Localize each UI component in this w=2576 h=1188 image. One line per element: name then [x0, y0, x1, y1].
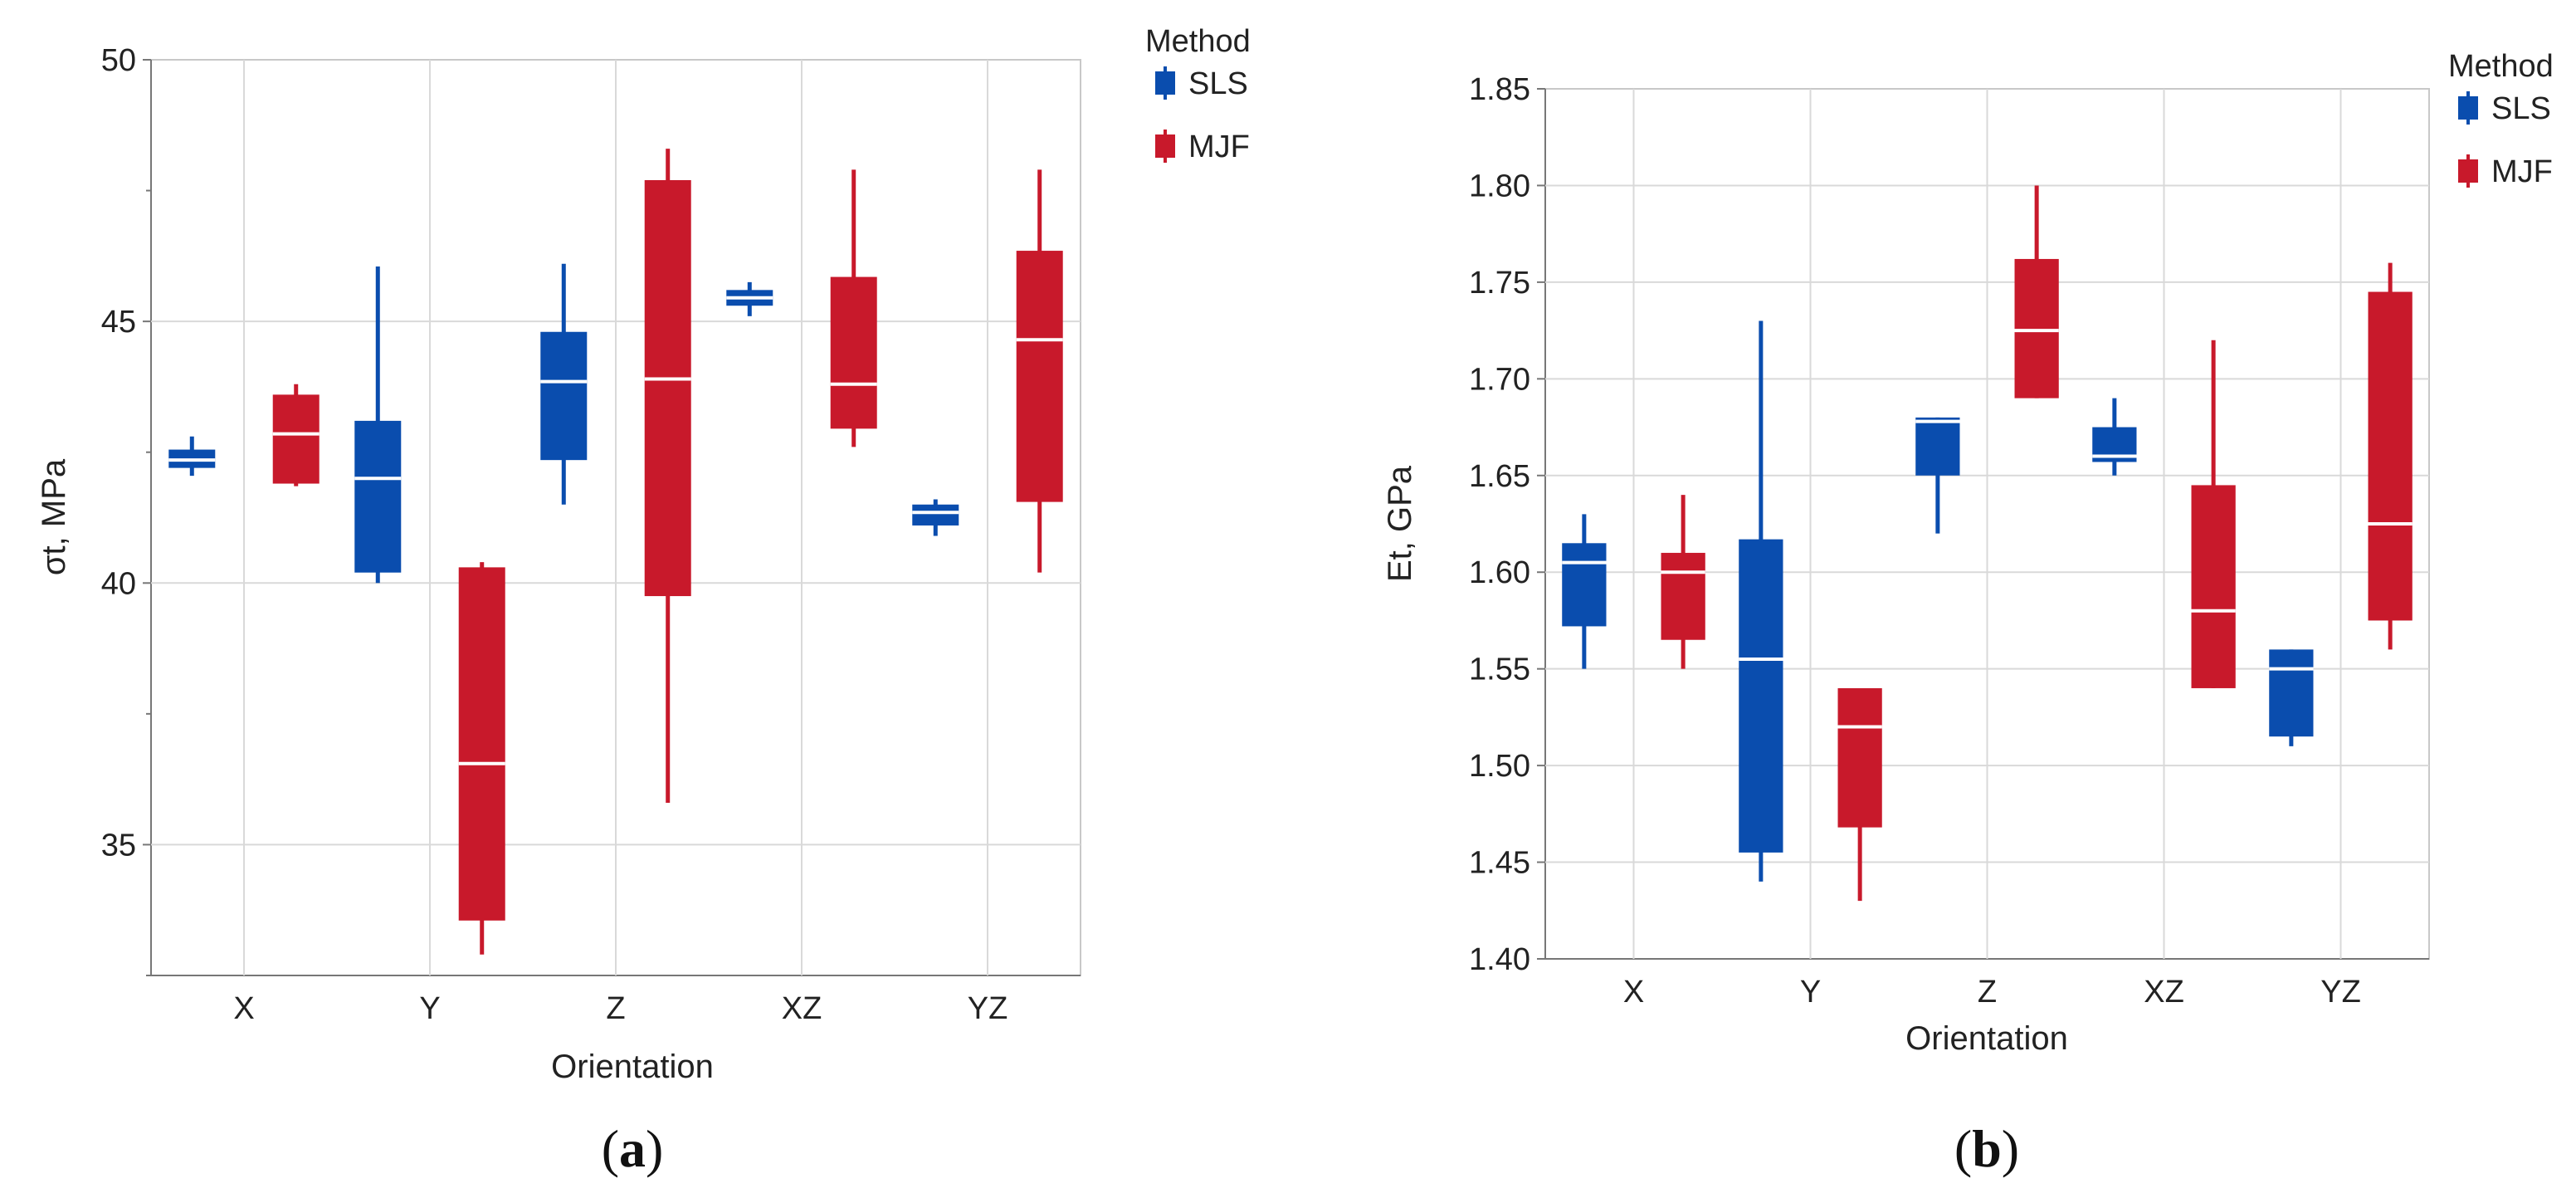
y-tick-label: 1.45: [1469, 846, 1530, 881]
box-iqr: [2014, 258, 2059, 398]
panel-label-a: (a): [602, 1119, 664, 1178]
sls-box-x: [168, 436, 216, 477]
sls-box-y: [1739, 320, 1783, 882]
box-iqr: [354, 420, 402, 573]
y-tick-label: 1.70: [1469, 362, 1530, 397]
legend-b: Method SLS MJF: [2448, 49, 2554, 189]
x-tick-label: Z: [1978, 975, 1997, 1010]
box-iqr: [644, 179, 691, 597]
y-tick-label: 1.85: [1469, 72, 1530, 107]
box-iqr: [1661, 552, 1705, 640]
mjf-box-x: [1661, 495, 1705, 669]
legend-label: SLS: [1188, 66, 1248, 101]
x-axis-title-b: Orientation: [1905, 1020, 2068, 1057]
x-ticks-a: X Y Z XZ YZ: [233, 991, 1007, 1026]
box-iqr: [2368, 291, 2413, 621]
mjf-box-xz: [830, 169, 877, 447]
x-tick-label: Y: [1800, 975, 1821, 1010]
gridlines-b: [1545, 89, 2429, 959]
mjf-box-yz: [2368, 262, 2413, 650]
y-tick-label: 1.40: [1469, 942, 1530, 977]
panel-label-b: (b): [1954, 1119, 2019, 1178]
y-tick-label: 40: [101, 566, 136, 601]
box-iqr: [540, 331, 588, 461]
mjf-box-xz: [2191, 340, 2236, 688]
x-tick-label: Z: [606, 991, 625, 1026]
sls-box-yz: [912, 499, 959, 536]
sls-box-y: [354, 266, 402, 584]
box-iqr: [1739, 539, 1783, 853]
x-ticks-b: X Y Z XZ YZ: [1623, 975, 2361, 1010]
legend-swatch: [2458, 96, 2478, 120]
legend-label: MJF: [2491, 154, 2553, 189]
x-tick-label: XZ: [782, 991, 822, 1026]
y-tick-label: 1.65: [1469, 459, 1530, 494]
y-tick-label: 1.80: [1469, 169, 1530, 203]
mjf-box-z: [644, 149, 691, 804]
box-iqr: [272, 394, 320, 484]
x-tick-label: YZ: [968, 991, 1008, 1026]
y-axis-title-b: Et, GPa: [1382, 465, 1418, 582]
mjf-box-z: [2014, 185, 2059, 398]
boxes-b: [1562, 185, 2413, 902]
sls-box-z: [1915, 417, 1960, 534]
legend-label: SLS: [2491, 91, 2551, 126]
gridlines-a: [151, 60, 1081, 975]
legend-label: MJF: [1188, 130, 1250, 164]
legend-title-a: Method: [1145, 24, 1251, 59]
y-axis-title-a: σt, MPa: [36, 458, 72, 575]
sls-box-xz: [726, 281, 773, 316]
box-iqr: [1915, 417, 1960, 476]
box-iqr: [1562, 543, 1607, 627]
mjf-box-y: [1837, 687, 1882, 902]
legend-entry-sls: SLS: [1155, 66, 1248, 101]
box-iqr: [1016, 251, 1063, 502]
y-tick-label: 1.75: [1469, 266, 1530, 301]
y-tick-label: 45: [101, 305, 136, 340]
mjf-box-x: [272, 384, 320, 486]
sls-box-xz: [2092, 398, 2137, 476]
y-tick-label: 1.55: [1469, 653, 1530, 687]
mjf-box-y: [458, 562, 505, 955]
panel-b: 1.40 1.45 1.50 1.55 1.60 1.65 1.70 1.75 1.80 1.85…: [1382, 49, 2554, 1178]
y-ticks-b: 1.40 1.45 1.50 1.55 1.60 1.65 1.70 1.75 1.80 1.85: [1469, 72, 1545, 977]
x-tick-label: XZ: [2144, 975, 2184, 1010]
box-iqr: [458, 567, 505, 921]
x-axis-title-a: Orientation: [551, 1049, 714, 1085]
legend-a: Method SLS MJF: [1145, 24, 1251, 164]
box-iqr: [2191, 485, 2236, 688]
y-tick-label: 35: [101, 828, 136, 863]
mjf-box-yz: [1016, 169, 1063, 573]
y-tick-label: 1.50: [1469, 749, 1530, 784]
legend-entry-mjf: MJF: [2458, 154, 2553, 189]
y-tick-label: 1.60: [1469, 555, 1530, 590]
x-tick-label: YZ: [2320, 975, 2361, 1010]
box-iqr: [1837, 687, 1882, 828]
boxes-a: [168, 149, 1063, 955]
x-tick-label: Y: [419, 991, 440, 1026]
box-iqr: [2269, 649, 2314, 737]
legend-entry-mjf: MJF: [1155, 130, 1250, 164]
legend-items-b: SLS MJF: [2458, 91, 2553, 189]
legend-swatch: [1155, 134, 1175, 158]
x-tick-label: X: [233, 991, 254, 1026]
legend-swatch: [1155, 71, 1175, 95]
sls-box-x: [1562, 514, 1607, 669]
y-ticks-a: 35 40 45 50: [101, 43, 151, 976]
box-iqr: [912, 504, 959, 526]
legend-title-b: Method: [2448, 49, 2554, 84]
box-iqr: [830, 276, 877, 429]
legend-items-a: SLS MJF: [1155, 66, 1250, 164]
sls-box-z: [540, 263, 588, 505]
y-tick-label: 50: [101, 43, 136, 78]
x-tick-label: X: [1623, 975, 1644, 1010]
sls-box-yz: [2269, 649, 2314, 746]
legend-entry-sls: SLS: [2458, 91, 2551, 126]
legend-swatch: [2458, 159, 2478, 183]
